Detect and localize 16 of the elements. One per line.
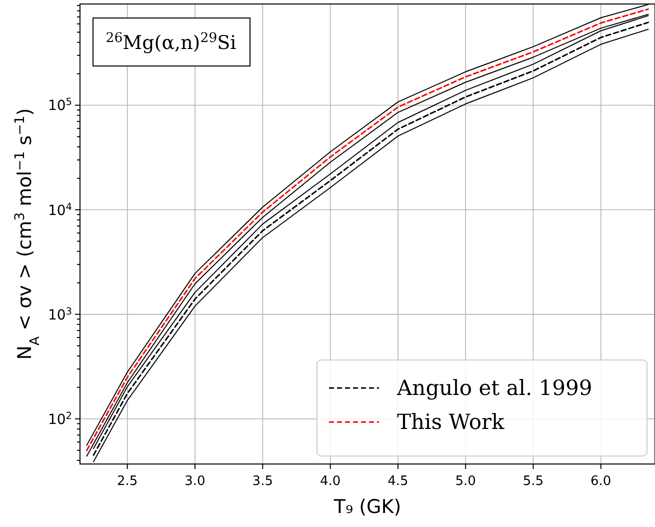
legend-label: This Work <box>397 410 505 434</box>
x-tick-label: 5.5 <box>522 474 544 489</box>
y-tick-label: 10$^{4}$ <box>48 201 72 219</box>
x-axis-title: T₉ (GK) <box>332 496 402 518</box>
x-tick-label: 4.5 <box>388 474 408 489</box>
x-tick-label: 2.5 <box>117 474 138 489</box>
x-tick-label: 5.0 <box>455 474 476 489</box>
x-tick-label: 3.0 <box>184 474 206 489</box>
y-tick-label: 10$^{2}$ <box>48 410 72 428</box>
y-tick-label: 10$^{5}$ <box>48 96 72 114</box>
y-tick-label: 10$^{3}$ <box>48 306 72 324</box>
annotation: $^{26}$Mg(α,n)$^{29}$Si <box>106 30 236 54</box>
legend-label: Angulo et al. 1999 <box>396 376 592 400</box>
x-tick-label: 6.0 <box>590 474 612 489</box>
x-tick-label: 4.0 <box>320 474 341 489</box>
x-tick-label: 3.5 <box>252 474 273 489</box>
